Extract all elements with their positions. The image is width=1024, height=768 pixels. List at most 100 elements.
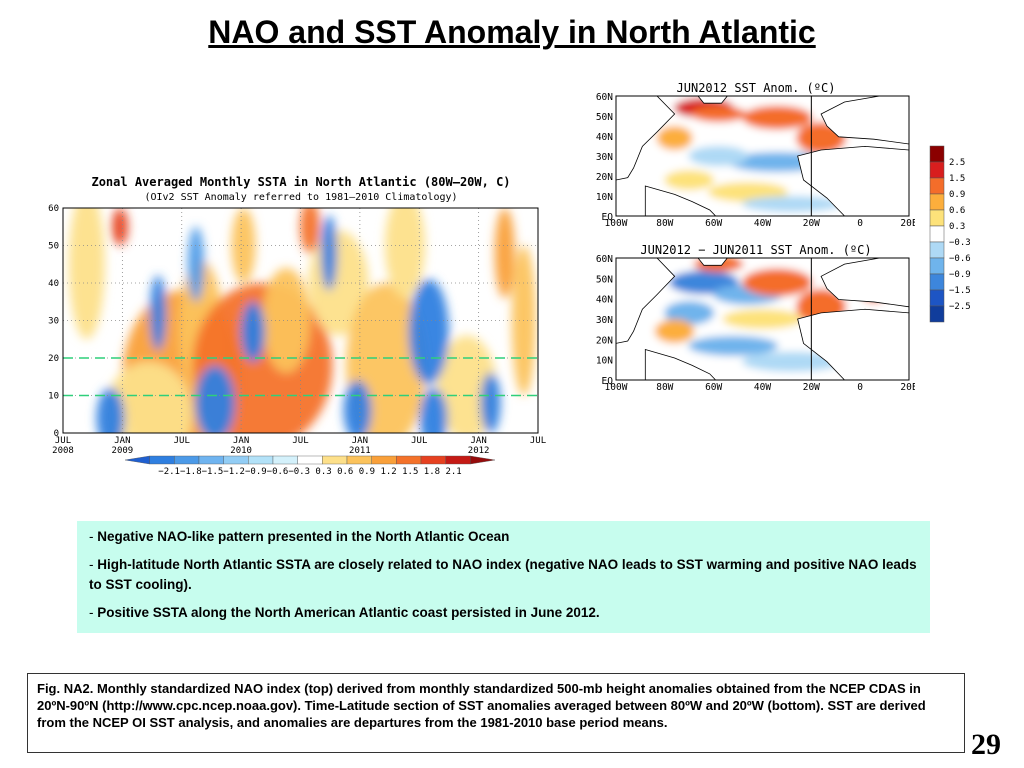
map-anomaly-blob [722,309,803,329]
map-colorbar-label: 0.9 [949,190,965,200]
colorbar-labels: −2.1−1.8−1.5−1.2−0.9−0.6−0.3 0.3 0.6 0.9… [158,467,461,477]
ssta-blob [241,301,265,362]
ssta-blob [408,279,449,385]
map-colorbar-label: −0.3 [949,238,971,248]
lon-tick-label: 40W [754,218,771,229]
north-america-land [616,96,676,181]
lat-tick-label: EQ [602,212,614,223]
south-america-land [644,185,717,216]
summary-box: - Negative NAO-like pattern presented in… [77,521,930,633]
colorbar-swatch [322,455,348,465]
map-anomaly-blob [654,319,695,344]
colorbar-swatch [174,455,200,465]
lat-tick-label: 20N [596,172,613,183]
colorbar-swatch [297,455,323,465]
y-tick-label: 50 [48,242,59,252]
x-tick-label: JUL [530,436,546,446]
colorbar-swatch [248,455,274,465]
ssta-blob [96,388,125,433]
bullet-3: - Positive SSTA along the North American… [89,605,600,620]
sst-anomaly-maps: JUN2012 SST Anom. (ºC) 60N 50N 40N 30N 20N 10… [570,78,918,398]
ssta-blob [480,373,501,433]
ssta-blob [262,268,311,373]
colorbar-swatch [198,455,224,465]
x-tick-label: JUL [411,436,427,446]
page-number: 29 [971,728,1001,761]
ssta-blob [385,208,425,298]
europe-land [820,258,909,308]
ssta-blob [494,208,515,298]
lat-tick-label: 40N [596,132,613,143]
ssta-blob [300,208,320,253]
lat-tick-label: 50N [596,274,613,285]
north-america-land [616,258,676,344]
lat-tick-label: 60N [596,254,613,265]
x-tick-label: JAN [233,436,249,446]
map2-title: JUN2012 − JUN2011 SST Anom. (ºC) [640,243,871,257]
map-colorbar-label: 0.3 [949,222,965,232]
map-anomaly-blob [664,170,715,190]
ssta-blob [68,208,105,340]
zonal-chart-title: Zonal Averaged Monthly SSTA in North Atl… [91,175,510,189]
x-tick-label: JAN [352,436,368,446]
lon-tick-label: 60W [705,382,722,393]
map-colorbar-swatch [929,273,945,291]
colorbar-swatch [272,455,298,465]
x-tick-label: JUL [55,436,71,446]
map-colorbar-swatch [929,305,945,323]
lat-tick-label: 60N [596,92,613,103]
y-tick-label: 20 [48,354,59,364]
ssta-blob [150,275,166,351]
map-colorbar-label: 1.5 [949,174,965,184]
lon-tick-label: 100W [605,382,628,393]
map-anomaly-blob [742,268,813,297]
map-colorbar-swatch [929,177,945,195]
y-tick-label: 10 [48,392,59,402]
lon-tick-label: 60W [705,218,722,229]
map-colorbar-label: 2.5 [949,158,965,168]
x-tick-label: JUL [292,436,308,446]
south-america-land [644,348,717,380]
colorbar-swatch [223,455,249,465]
lon-tick-label: 80W [656,218,673,229]
ssta-blob [195,365,235,433]
x-tick-label: JAN [114,436,130,446]
lon-tick-label: 20W [803,218,820,229]
greenland-land [697,96,728,104]
map-anomaly-blob [688,146,749,166]
lon-tick-label: 20E [900,218,915,229]
zonal-ssta-chart: Zonal Averaged Monthly SSTA in North Atl… [30,170,555,482]
x-tick-label: JAN [470,436,486,446]
map-colorbar-swatch [929,161,945,179]
y-tick-label: 0 [54,429,59,439]
lon-tick-label: 20E [900,382,915,393]
x-tick-label: 2011 [349,446,371,456]
lon-tick-label: 20W [803,382,820,393]
ssta-blob [104,361,193,433]
colorbar-swatch [420,455,446,465]
y-tick-label: 40 [48,279,59,289]
map-colorbar-label: −0.9 [949,270,971,280]
map-colorbar-swatch [929,193,945,211]
map-colorbar-label: −0.6 [949,254,971,264]
lat-tick-label: 40N [596,295,613,306]
y-tick-label: 60 [48,204,59,214]
ssta-blob [419,388,448,433]
map-anomaly-blob [741,351,842,372]
x-tick-label: 2010 [230,446,252,456]
colorbar-swatch [371,455,397,465]
lat-tick-label: EQ [602,376,614,387]
colorbar-swatch [124,455,150,465]
x-tick-label: JUL [174,436,190,446]
ssta-blob [321,215,337,291]
lat-tick-label: 10N [596,356,613,367]
map-anomaly-blob [664,300,715,325]
map-colorbar-label: 0.6 [949,206,965,216]
x-tick-label: 2008 [52,446,74,456]
figure-caption: Fig. NA2. Monthly standardized NAO index… [27,673,965,753]
x-tick-label: 2009 [112,446,134,456]
map-anomaly-blob [742,105,813,130]
lat-tick-label: 30N [596,152,613,163]
x-tick-label: 2012 [468,446,490,456]
map-colorbar-swatch [929,289,945,307]
